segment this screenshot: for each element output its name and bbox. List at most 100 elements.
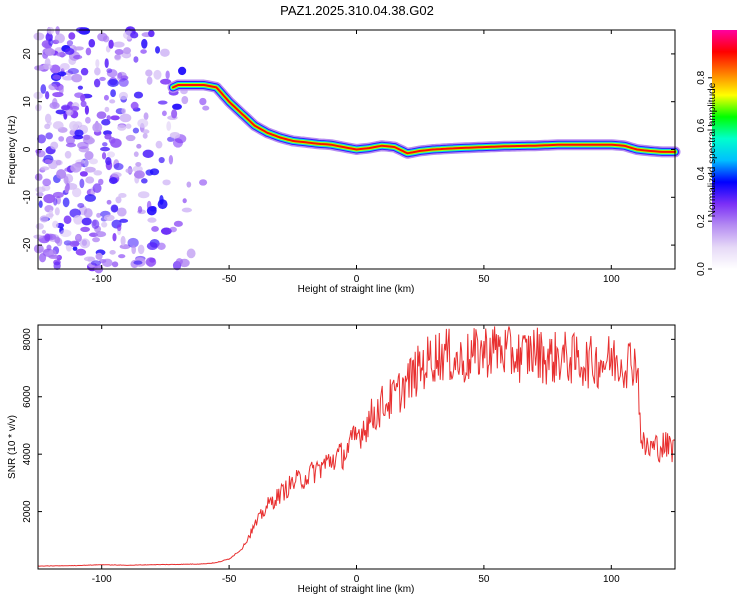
spectrogram-noise-blob — [162, 179, 171, 186]
spectrogram-noise-blob — [96, 212, 102, 218]
spectrogram-noise-blob — [160, 78, 172, 85]
spectrogram-noise-blob — [146, 76, 153, 85]
spectrogram-noise-blob — [41, 184, 51, 192]
spectrogram-noise-blob — [34, 65, 45, 71]
spectrogram-noise-blob — [58, 136, 65, 142]
spectrogram-noise-blob — [47, 26, 55, 35]
spectrogram-noise-blob — [140, 49, 147, 54]
spectrogram-noise-blob — [44, 48, 56, 56]
spectrogram-noise-blob — [120, 235, 126, 246]
spectrogram-noise-blob — [125, 134, 136, 142]
spectrogram-noise-blob — [80, 67, 89, 76]
y-tick-label: 4000 — [22, 443, 33, 466]
spectrogram-noise-blob — [172, 138, 184, 148]
x-tick-label: 0 — [354, 274, 360, 285]
colorbar-tick-label: 0.4 — [696, 166, 707, 180]
spectrogram-y-ticks: -20 -10 0 10 20 — [22, 48, 675, 252]
spectrogram-noise-blob — [84, 166, 96, 173]
spectrogram-x-label: Height of straight line (km) — [298, 284, 415, 295]
spectrogram-noise-blob — [43, 194, 56, 204]
spectrogram-noise-blob — [37, 134, 47, 144]
spectrogram-noise-blob — [63, 215, 72, 224]
spectrogram-noise-blob — [125, 123, 132, 129]
spectrogram-noise-blob — [91, 219, 100, 230]
spectrogram-noise-blob — [172, 103, 182, 110]
spectrogram-noise-blob — [182, 198, 187, 204]
spectrogram-noise-blob — [67, 68, 79, 75]
snr-panel: -100 -50 0 50 100 2000 4000 6000 8000 Height of… — [7, 324, 676, 595]
spectrogram-noise-blob — [101, 152, 107, 160]
spectrogram-noise-blob — [169, 131, 181, 139]
spectrogram-noise-blob — [137, 118, 149, 128]
spectrogram-noise-blob — [84, 105, 89, 115]
spectrogram-noise-blob — [65, 142, 77, 148]
spectrogram-noise-blob — [110, 89, 116, 98]
spectrogram-noise-blob — [146, 242, 158, 251]
spectrogram-noise-blob — [141, 38, 148, 49]
colorbar: 0.0 0.2 0.4 0.6 0.8 Normalized spectral ampl… — [696, 30, 737, 276]
spectrogram-noise-blob — [116, 207, 127, 217]
spectrogram-noise-blob — [175, 258, 183, 266]
spectrogram-noise-blob — [44, 123, 51, 130]
spectrogram-noise-blob — [137, 205, 143, 214]
x-tick-label: -50 — [222, 274, 237, 285]
spectrogram-noise-blob — [36, 150, 46, 158]
spectrogram-noise-blob — [93, 78, 101, 88]
spectrogram-noise-blob — [199, 97, 207, 106]
colorbar-tick-label: 0.6 — [696, 118, 707, 132]
spectrogram-y-label: Frequency (Hz) — [7, 116, 18, 185]
x-tick-label: 100 — [603, 574, 620, 585]
spectrogram-noise-blob — [118, 192, 127, 198]
spectrogram-noise-blob — [59, 229, 72, 238]
spectrogram-noise-blob — [106, 68, 113, 74]
spectrogram-noise-blob — [141, 178, 148, 184]
spectrogram-noise-blob — [39, 215, 49, 223]
spectrogram-noise-blob — [56, 52, 67, 57]
spectrogram-noise-blob — [73, 214, 83, 225]
spectrogram-noise-blob — [61, 104, 71, 111]
spectrogram-noise-blob — [48, 254, 60, 259]
spectrogram-noise-blob — [135, 162, 142, 167]
spectrogram-noise-blob — [114, 54, 121, 60]
spectrogram-noise-blob — [181, 95, 189, 105]
spectrogram-noise-blob — [110, 204, 119, 213]
spectrogram-noise-blob — [137, 191, 150, 199]
spectrogram-noise-blob — [186, 181, 192, 188]
spectrogram-noise-blob — [157, 242, 166, 250]
spectrogram-noise-blob — [104, 106, 110, 113]
spectrogram-noise-blob — [96, 111, 107, 119]
spectrogram-noise-blob — [83, 256, 95, 262]
spectrogram-noise-blob — [119, 113, 132, 123]
spectrogram-noise-blob — [142, 129, 150, 134]
spectrogram-noise-blob — [80, 226, 91, 232]
spectrogram-noise-blob — [95, 252, 103, 260]
spectrogram-noise-blob — [102, 142, 108, 147]
spectrogram-noise-blob — [55, 159, 62, 166]
snr-x-label: Height of straight line (km) — [298, 584, 415, 595]
spectrogram-noise-blob — [155, 140, 163, 149]
spectrogram-noise-blob — [157, 100, 168, 105]
spectrogram-noise-blob — [62, 197, 70, 208]
spectrogram-noise-blob — [92, 183, 102, 194]
y-tick-label: 6000 — [22, 385, 33, 408]
spectrogram-noise-blob — [103, 94, 109, 101]
spectrogram-noise-blob — [64, 47, 75, 55]
spectrogram-noise-blob — [52, 121, 64, 130]
spectrogram-noise-blob — [34, 173, 43, 181]
spectrogram-noise-blob — [155, 46, 161, 54]
snr-x-ticks: -100 -50 0 50 100 — [92, 325, 620, 585]
spectrogram-noise-blob — [48, 38, 54, 46]
spectrogram-noise-blob — [77, 85, 83, 90]
spectrogram-noise-blob — [62, 75, 74, 81]
spectrogram-noise-blob — [71, 187, 82, 198]
spectrogram-track-layer — [172, 84, 676, 155]
spectrogram-noise-blob — [133, 170, 145, 179]
spectrogram-noise-blob — [54, 207, 60, 216]
spectrogram-noise-blob — [116, 224, 122, 232]
spectrogram-noise-blob — [153, 69, 162, 80]
spectrogram-noise-blob — [131, 245, 137, 255]
spectrogram-noise-blob — [65, 135, 76, 145]
spectrogram-noise-blob — [118, 91, 129, 100]
